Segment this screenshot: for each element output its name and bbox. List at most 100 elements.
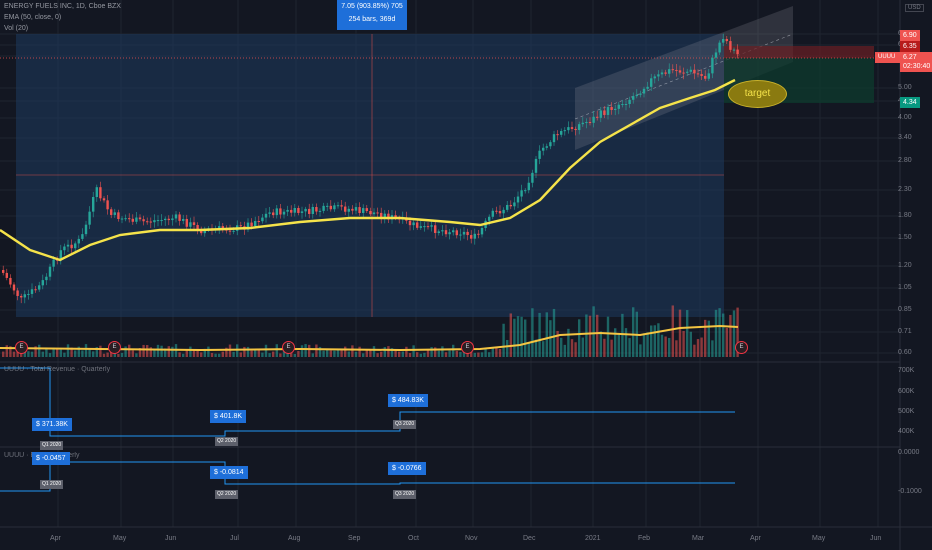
volume-legend[interactable]: Vol (20) [4,25,29,32]
revenue-axis-label: 500K [898,408,915,415]
candle-body [466,231,469,236]
candle-body [142,219,145,222]
candle-body [513,202,516,207]
earnings-marker[interactable]: E [282,341,295,354]
volume-bar [682,331,685,357]
candle-body [120,218,124,220]
volume-bar [210,352,214,357]
volume-bar [171,346,174,357]
candle-body [113,212,116,215]
volume-bar [506,340,509,357]
candle-body [124,218,127,220]
volume-bar [585,314,588,357]
candle-body [354,207,358,211]
candle-body [520,190,523,197]
candle-body [556,134,559,136]
candle-body [606,107,610,115]
candle-body [707,73,710,79]
currency-badge[interactable]: USD [905,4,924,12]
candle-body [336,205,340,207]
candle-body [167,218,170,221]
revenue-value-q1[interactable]: $ 371.38K [32,418,72,431]
volume-bar [250,350,253,357]
volume-bar [516,316,520,357]
high-price-tag: 6.90 [900,30,920,41]
volume-bar [578,319,581,357]
volume-bar [653,325,656,357]
volume-bar [376,353,379,357]
candle-body [444,230,448,235]
volume-bar [448,350,451,357]
volume-bar [570,339,574,357]
time-axis-label: Jul [230,535,239,542]
volume-bar [700,337,703,357]
revenue-period-q3: Q3 2020 [393,420,417,429]
volume-bar [164,348,167,357]
candle-body [308,208,311,214]
volume-bar [488,352,491,357]
price-axis-label: 1.05 [898,284,912,291]
volume-bar [696,339,700,357]
candle-body [614,108,617,110]
earnings-marker[interactable]: E [735,341,748,354]
revenue-value-q3[interactable]: $ 484.83K [388,394,428,407]
candle-body [470,235,473,239]
candle-body [621,104,624,106]
candle-body [552,134,556,143]
candle-body [153,220,156,223]
price-axis-label: 0.71 [898,328,912,335]
candle-body [704,75,707,79]
volume-bar [120,352,124,357]
time-axis-label: Jun [870,535,882,542]
volume-bar [74,350,77,357]
candle-body [99,187,102,199]
eps-value-q3[interactable]: $ -0.0766 [388,462,426,475]
volume-bar [542,341,545,357]
candle-body [84,224,88,235]
volume-bar [729,314,732,357]
candle-body [30,289,34,294]
eps-value-q1[interactable]: $ -0.0457 [32,452,70,465]
candle-body [34,289,37,291]
volume-bar [344,346,347,357]
candle-body [585,121,588,123]
candle-body [693,69,696,74]
candle-body [369,211,372,215]
eps-value-q2[interactable]: $ -0.0814 [210,466,248,479]
candle-body [516,196,520,203]
volume-bar [300,345,304,357]
current-price-tag: 6.27 02:30:40 [900,52,932,72]
volume-bar [531,308,534,357]
candle-body [344,206,347,212]
volume-bar [380,351,383,357]
volume-bar [286,351,289,357]
volume-bar [2,351,5,357]
volume-bar [322,350,325,357]
candle-body [639,93,642,95]
candle-body [567,127,570,131]
price-axis-label: 4.00 [898,114,912,121]
candle-body [729,41,732,50]
target-annotation[interactable]: target [728,80,787,108]
candle-body [365,208,368,212]
candle-body [221,226,224,230]
volume-bar [351,345,354,357]
revenue-period-q1: Q1 2020 [40,441,64,450]
eps-period-q1: Q1 2020 [40,480,64,489]
candle-body [671,69,674,71]
candle-body [200,230,203,234]
earnings-marker[interactable]: E [15,341,28,354]
volume-bar [736,307,739,357]
revenue-step-line [0,367,735,437]
candle-body [488,216,491,221]
earnings-marker[interactable]: E [108,341,121,354]
candle-body [110,209,113,215]
volume-bar [563,344,566,357]
candle-body [185,218,188,227]
volume-bar [394,349,397,357]
revenue-value-q2[interactable]: $ 401.8K [210,410,247,423]
earnings-marker[interactable]: E [461,341,474,354]
ema-legend[interactable]: EMA (50, close, 0) [4,14,62,21]
candle-body [538,150,541,159]
